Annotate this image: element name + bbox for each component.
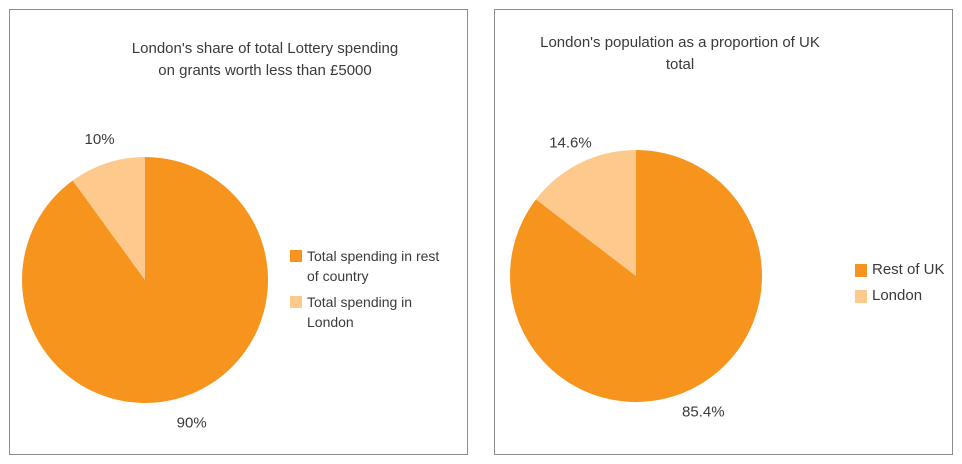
legend-swatch-rest-of-uk	[855, 264, 867, 277]
chart-panel-population: London's population as a proportion of U…	[494, 9, 953, 455]
legend-swatch-london-spending	[290, 296, 302, 308]
pie-chart-population: 85.4% 14.6%	[510, 134, 762, 420]
chart-title-lottery: London's share of total Lottery spending…	[131, 40, 399, 79]
legend-item-rest-of-uk: Rest of UK	[855, 260, 962, 280]
population-data-label-0: 85.4%	[682, 403, 725, 420]
legend-label-london-spending: Total spending in London	[307, 294, 413, 330]
population-data-label-1: 14.6%	[549, 134, 592, 151]
population-slice-1	[535, 150, 636, 276]
lottery-slice-0	[21, 157, 268, 403]
lottery-slice-1	[72, 157, 145, 280]
lottery-data-label-1: 10%	[85, 131, 115, 148]
legend-item-rest-of-country: Total spending in rest of country	[290, 246, 450, 286]
legend-population: Rest of UK London	[855, 260, 962, 312]
legend-swatch-london	[855, 290, 867, 303]
legend-swatch-rest-of-country	[290, 250, 302, 262]
chart-panel-lottery: London's share of total Lottery spending…	[9, 9, 468, 455]
legend-item-london-spending: Total spending in London	[290, 292, 450, 332]
pie-chart-lottery: 90% 10%	[21, 131, 268, 432]
legend-label-rest-of-country: Total spending in rest of country	[307, 248, 440, 284]
legend-item-london: London	[855, 286, 962, 306]
lottery-data-label-0: 90%	[177, 415, 207, 432]
legend-label-london: London	[872, 287, 923, 304]
legend-label-rest-of-uk: Rest of UK	[872, 261, 945, 278]
chart-title-population: London's population as a proportion of U…	[540, 34, 820, 73]
legend-lottery: Total spending in rest of country Total …	[290, 246, 450, 338]
